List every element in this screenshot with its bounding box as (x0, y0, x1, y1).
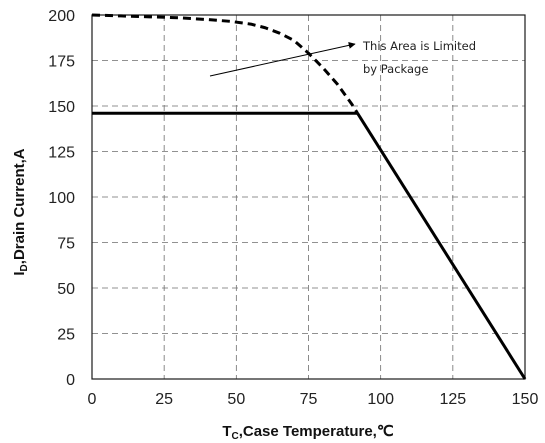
x-tick-label-1: 25 (155, 391, 173, 408)
plot-frame (91, 14, 526, 380)
x-axis-label-rest: ,Case Temperature,℃ (239, 423, 394, 440)
y-axis-label-rest: ,Drain Current,A (11, 148, 28, 264)
y-tick-label-1: 25 (57, 327, 75, 344)
y-tick-label-5: 125 (48, 145, 75, 162)
x-tick-label-5: 125 (439, 391, 466, 408)
x-tick-label-0: 0 (88, 391, 97, 408)
x-tick-label-4: 100 (367, 391, 394, 408)
x-tick-label-2: 50 (227, 391, 245, 408)
x-tick-label-6: 150 (512, 391, 539, 408)
grid (92, 15, 525, 379)
series-group (91, 13, 527, 380)
x-tick-label-3: 75 (300, 391, 318, 408)
annotation: This Area is Limited by Package (209, 39, 476, 77)
y-axis-label-sub: D (19, 264, 30, 271)
y-tick-label-6: 150 (48, 99, 75, 116)
x-axis-label-sub: C (231, 431, 238, 442)
y-axis-label: ID,Drain Current,A (11, 148, 30, 275)
y-axis: 0 25 50 75 100 125 150 175 200 (48, 8, 75, 389)
annotation-line-2: by Package (363, 62, 428, 76)
annotation-line-1: This Area is Limited (362, 39, 476, 53)
series-line-0 (91, 13, 359, 115)
y-tick-label-2: 50 (57, 281, 75, 298)
y-axis-label-main: I (11, 271, 28, 275)
x-axis: 0 25 50 75 100 125 150 (88, 391, 539, 408)
y-tick-label-7: 175 (48, 54, 75, 71)
y-tick-label-8: 200 (48, 8, 75, 25)
annotation-arrow (209, 41, 356, 77)
series-line-2 (356, 112, 527, 380)
y-tick-label-3: 75 (57, 236, 75, 253)
x-axis-label-main: T (222, 423, 231, 440)
x-axis-label: TC,Case Temperature,℃ (222, 423, 394, 442)
y-tick-label-0: 0 (66, 372, 75, 389)
y-tick-label-4: 100 (48, 190, 75, 207)
